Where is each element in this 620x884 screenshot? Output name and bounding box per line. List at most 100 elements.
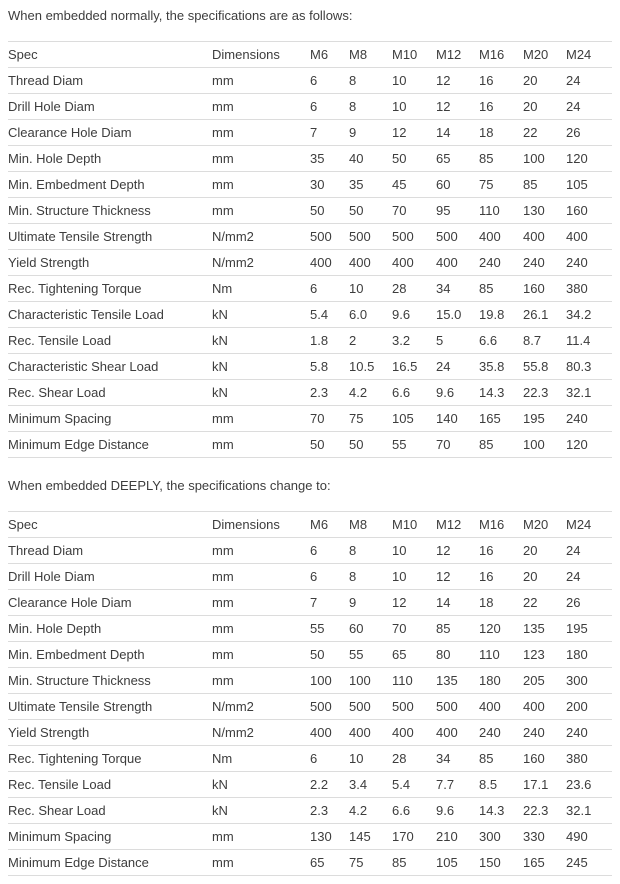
value-cell: 100 [310,667,349,694]
value-cell: 135 [523,615,566,642]
dimension-unit-cell: mm [212,823,310,850]
table-row: Ultimate Tensile Strength N/mm2 500 500 500 5… [8,223,612,250]
value-cell: 34.2 [566,301,612,328]
table-row: Rec. Shear Load kN 2.3 4.2 6.6 9.6 14.3 22.3 32.… [8,379,612,406]
value-cell: 22.3 [523,797,566,824]
table-row: Minimum Spacing mm 70 75 105 140 165 195 240 [8,405,612,432]
spec-label-cell: Minimum Edge Distance [8,431,212,458]
column-header: M10 [392,41,436,68]
value-cell: 160 [523,745,566,772]
value-cell: 2.2 [310,771,349,798]
column-header: M20 [523,41,566,68]
value-cell: 500 [310,693,349,720]
value-cell: 32.1 [566,797,612,824]
dimension-unit-cell: mm [212,667,310,694]
value-cell: 8.5 [479,771,523,798]
value-cell: 240 [566,719,612,746]
table-row: Characteristic Tensile Load kN 5.4 6.0 9.6 15… [8,301,612,328]
value-cell: 6.6 [392,379,436,406]
spec-label-cell: Characteristic Tensile Load [8,301,212,328]
column-header: Dimensions [212,511,310,538]
value-cell: 95 [436,197,479,224]
value-cell: 55 [310,615,349,642]
value-cell: 75 [349,849,392,876]
value-cell: 9 [349,119,392,146]
dimension-unit-cell: kN [212,353,310,380]
dimension-unit-cell: N/mm2 [212,249,310,276]
value-cell: 400 [310,249,349,276]
value-cell: 145 [349,823,392,850]
value-cell: 120 [479,615,523,642]
value-cell: 400 [349,249,392,276]
value-cell: 6 [310,275,349,302]
value-cell: 165 [523,849,566,876]
value-cell: 180 [479,667,523,694]
dimension-unit-cell: mm [212,119,310,146]
value-cell: 210 [436,823,479,850]
spec-label-cell: Drill Hole Diam [8,563,212,590]
spec-label-cell: Min. Embedment Depth [8,641,212,668]
value-cell: 110 [479,641,523,668]
section-embedded-deeply: When embedded DEEPLY, the specifications… [8,478,612,876]
value-cell: 9.6 [436,379,479,406]
value-cell: 35.8 [479,353,523,380]
value-cell: 380 [566,275,612,302]
value-cell: 15.0 [436,301,479,328]
table-row: Characteristic Shear Load kN 5.8 10.5 16.5 24… [8,353,612,380]
value-cell: 28 [392,745,436,772]
value-cell: 55 [349,641,392,668]
table-row: Min. Embedment Depth mm 30 35 45 60 75 85 105 [8,171,612,198]
dimension-unit-cell: N/mm2 [212,719,310,746]
value-cell: 120 [566,145,612,172]
table-row: Minimum Edge Distance mm 50 50 55 70 85 100 120 [8,431,612,458]
header-row: Spec Dimensions M6 M8 M10 M12 M16 M20 M24 [8,511,612,538]
value-cell: 6 [310,67,349,94]
spec-label-cell: Min. Hole Depth [8,145,212,172]
table-row: Min. Embedment Depth mm 50 55 65 80 110 123 180 [8,641,612,668]
value-cell: 75 [479,171,523,198]
table-row: Min. Hole Depth mm 55 60 70 85 120 135 195 [8,615,612,642]
value-cell: 85 [479,145,523,172]
value-cell: 10 [349,275,392,302]
value-cell: 500 [392,693,436,720]
dimension-unit-cell: kN [212,771,310,798]
table-header: Spec Dimensions M6 M8 M10 M12 M16 M20 M24 [8,511,612,538]
value-cell: 5 [436,327,479,354]
table-row: Thread Diam mm 6 8 10 12 16 20 24 [8,67,612,94]
value-cell: 22.3 [523,379,566,406]
value-cell: 20 [523,93,566,120]
dimension-unit-cell: mm [212,849,310,876]
table-row: Drill Hole Diam mm 6 8 10 12 16 20 24 [8,563,612,590]
intro-text-deep: When embedded DEEPLY, the specifications… [8,478,331,493]
value-cell: 500 [392,223,436,250]
value-cell: 6 [310,563,349,590]
value-cell: 45 [392,171,436,198]
value-cell: 50 [349,197,392,224]
value-cell: 24 [566,537,612,564]
value-cell: 24 [436,353,479,380]
dimension-unit-cell: kN [212,797,310,824]
table-row: Rec. Tensile Load kN 2.2 3.4 5.4 7.7 8.5 17.1 23… [8,771,612,798]
column-header: M10 [392,511,436,538]
value-cell: 240 [523,249,566,276]
value-cell: 105 [566,171,612,198]
value-cell: 165 [479,405,523,432]
value-cell: 75 [349,405,392,432]
dimension-unit-cell: mm [212,641,310,668]
value-cell: 120 [566,431,612,458]
value-cell: 8 [349,93,392,120]
value-cell: 400 [479,223,523,250]
value-cell: 20 [523,67,566,94]
value-cell: 8.7 [523,327,566,354]
dimension-unit-cell: mm [212,93,310,120]
value-cell: 205 [523,667,566,694]
spec-label-cell: Min. Structure Thickness [8,667,212,694]
value-cell: 100 [523,431,566,458]
value-cell: 85 [479,745,523,772]
table-header: Spec Dimensions M6 M8 M10 M12 M16 M20 M24 [8,41,612,68]
value-cell: 7.7 [436,771,479,798]
value-cell: 26 [566,589,612,616]
value-cell: 50 [349,431,392,458]
value-cell: 3.4 [349,771,392,798]
value-cell: 12 [436,67,479,94]
